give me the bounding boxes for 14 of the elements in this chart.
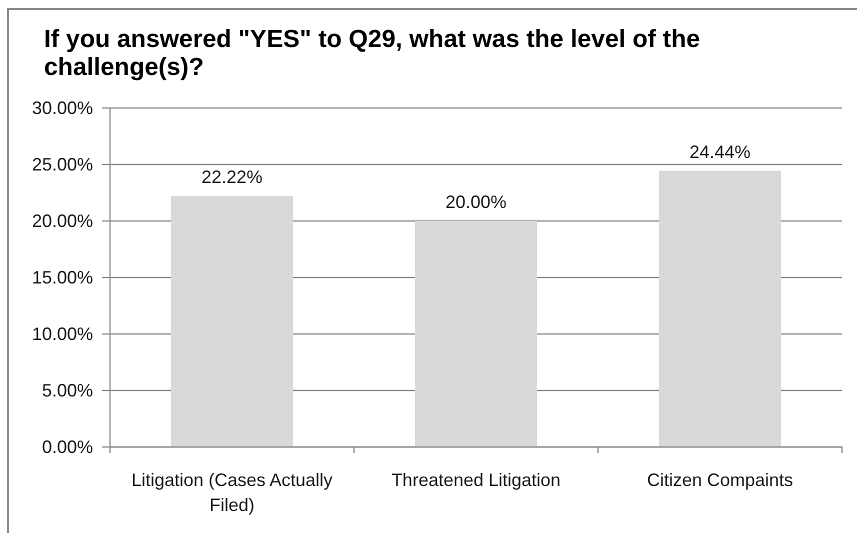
data-label: 20.00% <box>445 192 507 212</box>
y-tick-label: 0.00% <box>42 436 93 457</box>
data-label: 22.22% <box>201 166 263 187</box>
y-tick-label: 25.00% <box>32 154 93 174</box>
chart-title: If you answered "YES" to Q29, what was the level of the challenge(s)? <box>44 26 700 81</box>
y-tick-label: 20.00% <box>32 210 93 231</box>
y-tick-label: 15.00% <box>32 267 93 288</box>
y-tick-label: 10.00% <box>32 324 93 344</box>
y-tick-label: 30.00% <box>32 98 93 118</box>
x-tick-label: Citizen Compaints <box>646 470 794 490</box>
y-tick-label: 5.00% <box>42 380 93 400</box>
data-label: 24.44% <box>689 142 751 162</box>
x-tick-label: Litigation (Cases Actually Filed) <box>131 470 333 515</box>
x-tick-label: Threatened Litigation <box>391 470 561 490</box>
